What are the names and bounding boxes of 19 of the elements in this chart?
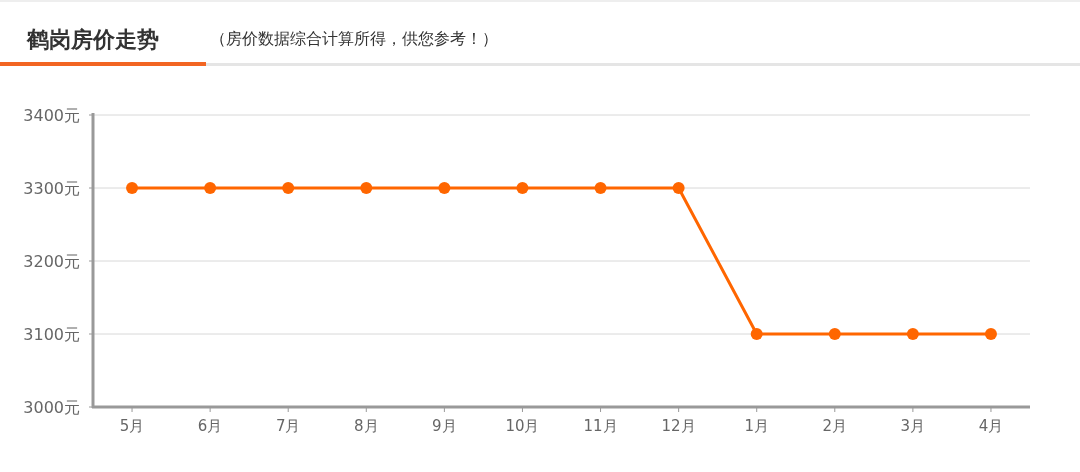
x-tick-label: 6月 (197, 417, 223, 435)
y-tick-label: 3100元 (23, 325, 80, 344)
y-tick-label: 3200元 (23, 252, 80, 271)
y-tick-label: 3000元 (23, 398, 80, 417)
x-tick-label: 8月 (354, 417, 379, 435)
x-tick-label: 11月 (583, 417, 618, 435)
chart-title: 鹤岗房价走势 (26, 27, 159, 52)
x-tick-label: 9月 (432, 417, 457, 435)
x-tick-label: 10月 (505, 417, 540, 435)
x-tick-label: 5月 (119, 417, 145, 435)
y-tick-label: 3400元 (23, 106, 80, 125)
x-tick-label: 12月 (661, 417, 696, 435)
x-tick-label: 1月 (744, 417, 769, 435)
x-tick-label: 7月 (275, 417, 301, 435)
y-tick-label: 3300元 (23, 179, 80, 198)
x-tick-label: 2月 (822, 417, 848, 435)
x-tick-label: 3月 (900, 417, 926, 435)
chart-subtitle: （房价数据综合计算所得，供您参考！） (210, 29, 498, 48)
x-tick-label: 4月 (978, 417, 1004, 435)
